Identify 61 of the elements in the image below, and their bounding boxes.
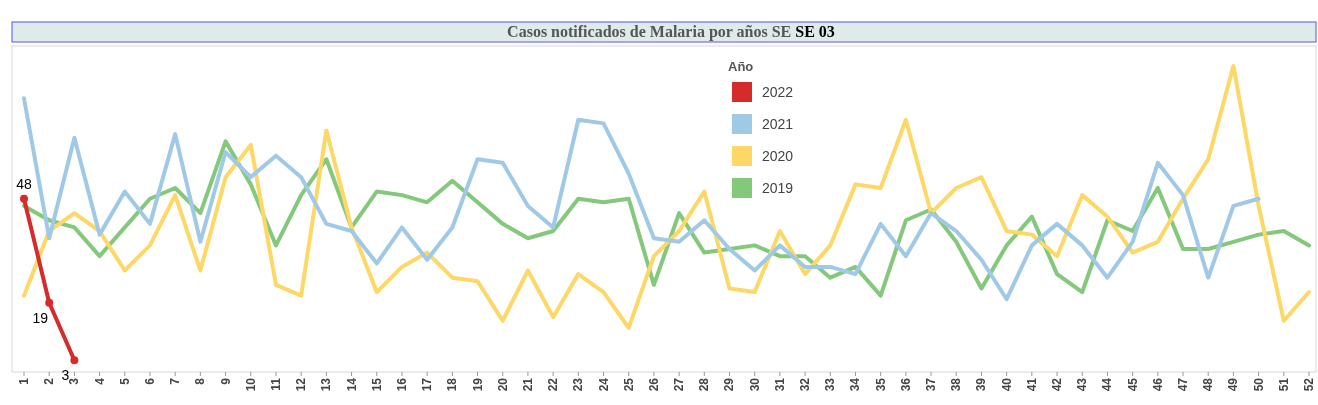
x-tick-label: 40 (999, 377, 1014, 392)
x-tick-label: 32 (798, 377, 813, 392)
x-tick-label: 47 (1176, 377, 1191, 392)
x-tick-label: 52 (1302, 377, 1316, 392)
x-tick-label: 7 (168, 377, 183, 385)
x-tick-label: 8 (193, 377, 208, 385)
x-tick-label: 36 (898, 377, 913, 392)
x-tick-label: 5 (117, 377, 132, 385)
x-tick-label: 38 (949, 377, 964, 392)
x-tick-label: 3 (67, 377, 82, 385)
x-tick-label: 11 (268, 377, 283, 391)
chart-subtitle: SE 03 (791, 23, 835, 40)
x-tick-label: 19 (470, 377, 485, 392)
x-tick-label: 45 (1125, 377, 1140, 392)
x-tick-label: 34 (848, 377, 863, 392)
x-tick-label: 27 (672, 377, 687, 392)
x-tick-label: 6 (142, 377, 157, 385)
x-tick-label: 39 (974, 377, 989, 392)
x-tick-label: 25 (621, 377, 636, 392)
legend-title: Año (728, 59, 754, 74)
x-tick-label: 23 (571, 377, 586, 392)
x-tick-label: 31 (772, 377, 787, 392)
legend-label: 2021 (762, 116, 794, 132)
x-tick-label: 29 (722, 377, 737, 392)
x-tick-label: 42 (1050, 377, 1065, 392)
x-tick-label: 20 (495, 377, 510, 392)
x-tick-label: 50 (1251, 377, 1266, 392)
x-tick-label: 41 (1024, 377, 1039, 392)
x-tick-label: 46 (1150, 377, 1165, 392)
x-tick-label: 22 (546, 377, 561, 392)
x-tick-label: 4 (92, 377, 107, 385)
x-tick-label: 43 (1075, 377, 1090, 392)
x-tick-label: 28 (697, 377, 712, 392)
legend-label: 2020 (762, 148, 794, 164)
x-tick-label: 13 (319, 377, 334, 392)
x-tick-label: 44 (1100, 377, 1115, 392)
legend-label: 2022 (762, 84, 794, 100)
x-tick-label: 14 (344, 377, 359, 392)
x-tick-label: 49 (1226, 377, 1241, 392)
x-tick-label: 33 (823, 377, 838, 392)
x-tick-label: 24 (596, 377, 611, 392)
data-label: 48 (16, 175, 32, 192)
data-label: 19 (32, 309, 49, 326)
x-tick-label: 26 (646, 377, 661, 392)
x-tick-label: 35 (873, 377, 888, 392)
x-tick-label: 2 (42, 377, 57, 385)
x-tick-label: 21 (520, 377, 535, 392)
x-tick-label: 18 (445, 377, 460, 392)
x-tick-label: 12 (294, 377, 309, 392)
x-tick-label: 48 (1201, 377, 1216, 392)
chart-title: Casos notificados de Malaria por años SE (507, 23, 792, 40)
x-tick-label: 51 (1276, 377, 1291, 392)
x-tick-label: 37 (924, 377, 939, 392)
x-tick-label: 30 (747, 377, 762, 392)
x-tick-label: 1 (17, 377, 31, 385)
x-tick-label: 10 (243, 377, 258, 392)
x-tick-label: 16 (394, 377, 409, 392)
x-tick-label: 17 (420, 377, 435, 392)
legend-label: 2019 (762, 180, 794, 196)
x-tick-label: 9 (218, 377, 233, 385)
x-tick-label: 15 (369, 377, 384, 392)
